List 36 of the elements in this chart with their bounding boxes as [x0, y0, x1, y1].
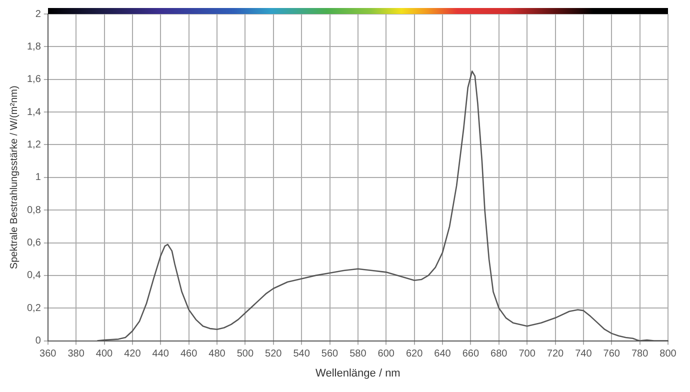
- y-tick-label: 1,8: [26, 41, 42, 52]
- y-tick-label: 1,4: [26, 106, 42, 118]
- x-tick-label: 740: [575, 348, 592, 360]
- y-tick-label: 0,2: [26, 302, 42, 314]
- x-tick-label: 520: [265, 348, 282, 360]
- x-tick-label: 480: [208, 348, 226, 360]
- y-axis-title: Spektrale Bestrahlungsstärke / W/(m²nm): [8, 86, 20, 270]
- x-tick-label: 720: [546, 348, 564, 360]
- x-tick-label: 540: [293, 348, 310, 360]
- x-tick-label: 780: [631, 348, 649, 360]
- x-tick-label: 580: [350, 348, 367, 360]
- y-tick-label: 2: [35, 8, 42, 20]
- x-tick-label: 760: [603, 348, 620, 360]
- x-tick-label: 420: [124, 348, 142, 360]
- y-tick-label: 0,4: [26, 270, 42, 282]
- y-tick-label: 1: [35, 172, 42, 184]
- x-tick-label: 620: [406, 348, 424, 360]
- x-axis-title: Wellenlänge / nm: [316, 367, 400, 380]
- y-tick-label: 1,2: [26, 139, 42, 150]
- x-tick-label: 800: [660, 348, 677, 360]
- x-tick-label: 560: [321, 348, 339, 360]
- x-tick-label: 500: [236, 348, 254, 360]
- x-tick-label: 640: [434, 348, 452, 360]
- x-tick-label: 680: [490, 348, 508, 360]
- y-tick-label: 1,6: [26, 74, 42, 86]
- y-tick-label: 0,8: [26, 204, 42, 216]
- y-tick-label: 0,6: [26, 238, 42, 249]
- x-tick-label: 440: [152, 348, 170, 360]
- y-tick-label: 0: [35, 336, 42, 347]
- x-tick-label: 660: [462, 348, 480, 360]
- x-tick-label: 380: [68, 348, 85, 360]
- x-tick-label: 700: [518, 348, 536, 360]
- x-tick-label: 460: [180, 348, 198, 360]
- x-tick-label: 600: [378, 348, 395, 360]
- x-tick-label: 360: [40, 348, 57, 360]
- x-tick-label: 400: [96, 348, 114, 360]
